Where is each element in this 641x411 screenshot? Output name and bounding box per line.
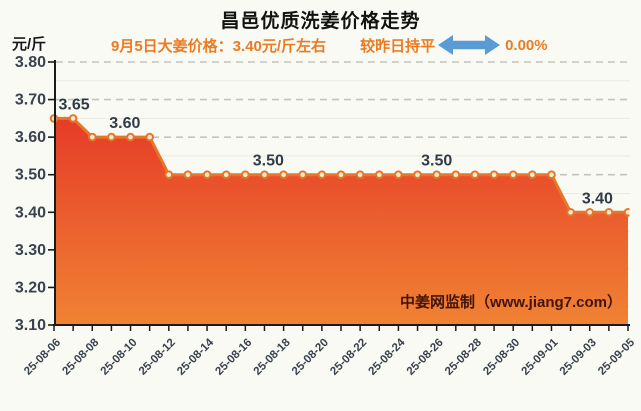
x-tick-label: 25-09-03 — [558, 337, 599, 378]
data-point — [164, 170, 174, 179]
x-tick-label: 25-08-28 — [443, 336, 484, 377]
y-tick-label: 3.70 — [15, 92, 46, 109]
data-point — [451, 170, 461, 179]
y-tick-label: 3.60 — [15, 129, 46, 146]
data-point — [126, 132, 135, 142]
value-annotation: 3.50 — [421, 153, 452, 170]
x-tick-label: 25-08-10 — [99, 337, 140, 378]
x-tick-label: 25-08-08 — [60, 336, 101, 377]
data-point — [375, 170, 384, 179]
data-point — [604, 208, 614, 217]
y-tick-label: 3.80 — [15, 54, 46, 71]
x-tick-label: 25-08-18 — [252, 336, 293, 377]
data-point — [298, 170, 308, 179]
x-tick-label: 25-08-26 — [405, 337, 446, 378]
y-tick-label: 3.20 — [15, 279, 46, 296]
price-area-fill — [54, 118, 628, 326]
value-annotation: 3.50 — [253, 153, 284, 170]
data-point — [394, 170, 403, 179]
data-point — [528, 170, 537, 179]
data-point — [241, 170, 250, 179]
data-point — [355, 170, 365, 179]
y-tick-label: 3.40 — [15, 204, 46, 221]
data-point — [566, 208, 575, 217]
watermark: 中姜网监制（www.jiang7.com） — [400, 293, 622, 311]
data-point — [336, 170, 346, 179]
data-point — [489, 170, 499, 179]
y-tick-label: 3.50 — [15, 167, 46, 184]
x-tick-label: 25-08-14 — [175, 336, 216, 377]
data-point — [183, 170, 193, 179]
data-point — [107, 132, 116, 142]
value-annotation: 3.40 — [582, 190, 613, 207]
data-point — [279, 170, 288, 179]
x-tick-label: 25-08-22 — [328, 337, 369, 378]
data-point — [145, 132, 154, 142]
data-point — [88, 132, 97, 142]
value-annotation: 3.60 — [109, 115, 140, 132]
y-tick-label: 3.10 — [15, 317, 46, 334]
data-point — [432, 170, 442, 179]
value-annotation: 3.65 — [59, 96, 90, 113]
x-tick-label: 25-08-30 — [481, 337, 522, 378]
data-point — [260, 170, 269, 179]
x-tick-label: 25-08-16 — [213, 337, 254, 378]
x-tick-label: 25-08-06 — [22, 337, 63, 378]
data-point — [202, 170, 212, 179]
data-point — [470, 170, 480, 179]
data-point — [317, 170, 327, 179]
data-point — [547, 170, 556, 179]
x-tick-label: 25-09-05 — [596, 336, 637, 377]
x-tick-label: 25-08-20 — [290, 337, 331, 378]
data-point — [623, 208, 630, 217]
x-tick-label: 25-08-24 — [366, 336, 407, 377]
data-point — [508, 170, 518, 179]
data-point — [413, 170, 422, 179]
y-tick-label: 3.30 — [15, 242, 46, 259]
x-tick-label: 25-09-01 — [520, 336, 561, 377]
x-tick-label: 25-08-12 — [137, 337, 178, 378]
data-point — [585, 208, 595, 217]
data-point — [68, 114, 78, 123]
data-point — [221, 170, 231, 179]
